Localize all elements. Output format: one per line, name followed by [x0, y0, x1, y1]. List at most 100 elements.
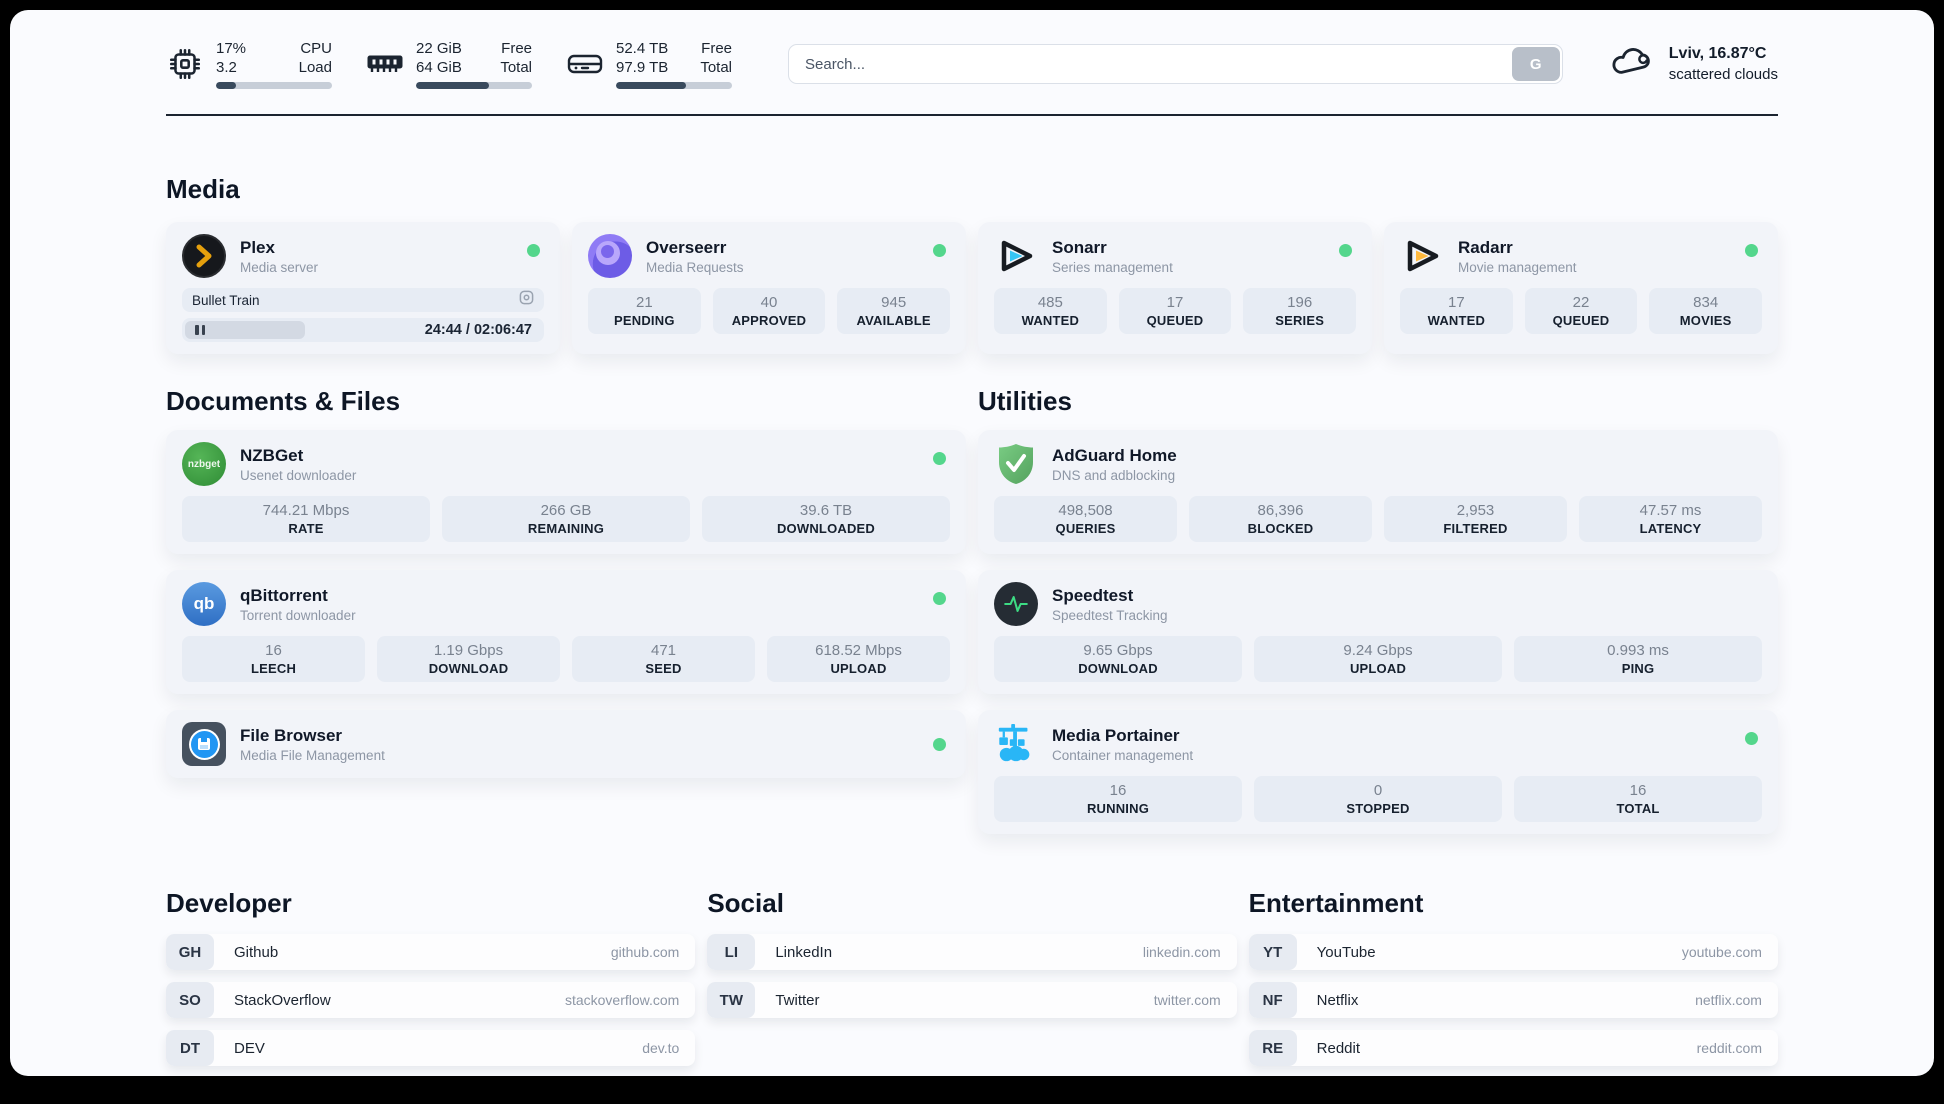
stat-leech: 16 LEECH: [182, 636, 365, 682]
stat-total: 16 TOTAL: [1514, 776, 1762, 822]
cloud-icon: [1609, 45, 1655, 84]
app-card-speedtest[interactable]: Speedtest Speedtest Tracking 9.65 Gbps D…: [978, 570, 1778, 694]
status-online-dot: [933, 592, 946, 605]
bookmark-abbr: LI: [707, 934, 756, 970]
stat-pending: 21 PENDING: [588, 288, 701, 334]
bookmark-group-developer: Developer GH Github github.com SO StackO…: [166, 886, 696, 1066]
bookmark-twitter[interactable]: TW Twitter twitter.com: [707, 982, 1237, 1018]
ram-stat-widget: 22 GiB 64 GiB Free Total: [366, 39, 532, 89]
session-camera-icon[interactable]: [519, 290, 534, 310]
app-subtitle: Media Requests: [646, 259, 744, 275]
status-online-dot: [933, 452, 946, 465]
disk-total-label: Total: [700, 59, 732, 76]
bookmark-netflix[interactable]: NF Netflix netflix.com: [1248, 982, 1778, 1018]
bookmark-reddit[interactable]: RE Reddit reddit.com: [1248, 1030, 1778, 1066]
app-card-overseerr[interactable]: Overseerr Media Requests 21 PENDING 40 A…: [572, 222, 966, 354]
app-name: Radarr: [1458, 237, 1513, 257]
header-divider: [166, 114, 1778, 116]
weather-widget: Lviv, 16.87°C scattered clouds: [1609, 43, 1778, 85]
app-card-filebrowser[interactable]: File Browser Media File Management: [166, 710, 966, 778]
app-name: Sonarr: [1052, 237, 1107, 257]
cpu-usage-value: 17%: [216, 40, 247, 57]
stat-upload: 9.24 Gbps UPLOAD: [1254, 636, 1502, 682]
section-title-utilities: Utilities: [978, 386, 1072, 416]
section-title-media: Media: [166, 174, 240, 204]
cpu-icon: [166, 45, 204, 83]
app-name: AdGuard Home: [1052, 445, 1177, 465]
ram-free-value: 22 GiB: [416, 40, 462, 57]
bookmark-url: dev.to: [642, 1040, 680, 1056]
search-engine-button[interactable]: G: [1511, 47, 1560, 81]
app-card-qbittorrent[interactable]: qb qBittorrent Torrent downloader 16 LEE…: [166, 570, 966, 694]
bookmark-name: Reddit: [1316, 1039, 1361, 1057]
stat-blocked: 86,396 BLOCKED: [1189, 496, 1372, 542]
app-name: File Browser: [240, 725, 343, 745]
app-card-portainer[interactable]: Media Portainer Container management 16 …: [978, 710, 1778, 834]
cpu-load-label: Load: [298, 59, 332, 76]
app-name: Media Portainer: [1052, 725, 1180, 745]
stat-remaining: 266 GB REMAINING: [442, 496, 690, 542]
radarr-icon: [1400, 234, 1444, 278]
app-card-sonarr[interactable]: Sonarr Series management 485 WANTED 17 Q…: [978, 222, 1372, 354]
pause-button[interactable]: [185, 321, 305, 339]
disk-progress-fill: [616, 82, 686, 89]
bookmark-stackoverflow[interactable]: SO StackOverflow stackoverflow.com: [166, 982, 696, 1018]
bookmark-url: github.com: [610, 944, 680, 960]
now-playing-title: Bullet Train: [192, 292, 260, 308]
app-name: Speedtest: [1052, 585, 1134, 605]
bookmark-dev[interactable]: DT DEV dev.to: [166, 1030, 696, 1066]
stat-movies: 834 MOVIES: [1649, 288, 1762, 334]
disk-icon: [566, 45, 604, 83]
ram-icon: [366, 45, 404, 83]
playback-time: 24:44 / 02:06:47: [424, 322, 532, 338]
bookmark-github[interactable]: GH Github github.com: [166, 934, 696, 970]
system-stats: 17% 3.2 CPU Load: [166, 39, 732, 89]
app-subtitle: Media server: [240, 259, 319, 275]
app-card-radarr[interactable]: Radarr Movie management 17 WANTED 22 QUE…: [1384, 222, 1778, 354]
app-card-adguard[interactable]: AdGuard Home DNS and adblocking 498,508 …: [978, 430, 1778, 554]
bookmark-url: linkedin.com: [1142, 944, 1221, 960]
bookmark-youtube[interactable]: YT YouTube youtube.com: [1248, 934, 1778, 970]
top-bar: 17% 3.2 CPU Load: [166, 36, 1778, 92]
cpu-load-value: 3.2: [216, 59, 237, 76]
stat-rate: 744.21 Mbps RATE: [182, 496, 430, 542]
now-playing-row: Bullet Train: [182, 288, 544, 312]
bookmark-name: Twitter: [775, 991, 820, 1009]
stat-series: 196 SERIES: [1243, 288, 1356, 334]
portainer-icon: [994, 722, 1038, 766]
stat-queued: 22 QUEUED: [1524, 288, 1638, 334]
app-card-plex[interactable]: Plex Media server Bullet Train: [166, 222, 560, 354]
stat-latency: 47.57 ms LATENCY: [1579, 496, 1762, 542]
ram-progress-bar: [416, 82, 532, 89]
disk-free-value: 52.4 TB: [616, 40, 669, 57]
search-input[interactable]: [788, 44, 1563, 84]
bookmark-name: StackOverflow: [234, 991, 331, 1009]
app-subtitle: Usenet downloader: [240, 467, 357, 483]
bookmark-group-entertainment: Entertainment YT YouTube youtube.com NF …: [1248, 886, 1778, 1066]
bookmark-linkedin[interactable]: LI LinkedIn linkedin.com: [707, 934, 1237, 970]
status-online-dot: [527, 244, 540, 257]
app-name: qBittorrent: [240, 585, 328, 605]
bookmark-name: YouTube: [1316, 943, 1376, 961]
app-subtitle: Container management: [1052, 747, 1194, 763]
stat-upload: 618.52 Mbps UPLOAD: [767, 636, 950, 682]
dashboard-page: 17% 3.2 CPU Load: [10, 10, 1934, 1076]
status-online-dot: [933, 738, 946, 751]
stat-queries: 498,508 QUERIES: [994, 496, 1177, 542]
stat-queued: 17 QUEUED: [1118, 288, 1232, 334]
app-card-nzbget[interactable]: nzbget NZBGet Usenet downloader 744.21 M…: [166, 430, 966, 554]
qbittorrent-icon: qb: [182, 582, 226, 626]
bookmark-url: youtube.com: [1681, 944, 1762, 960]
stat-available: 945 AVAILABLE: [837, 288, 950, 334]
bookmark-abbr: YT: [1248, 934, 1297, 970]
ram-free-label: Free: [501, 40, 532, 57]
stat-ping: 0.993 ms PING: [1514, 636, 1762, 682]
bookmark-url: netflix.com: [1695, 992, 1762, 1008]
ram-progress-fill: [416, 82, 490, 89]
stat-seed: 471 SEED: [572, 636, 755, 682]
speedtest-icon: [994, 582, 1038, 626]
stat-running: 16 RUNNING: [994, 776, 1242, 822]
stat-download: 1.19 Gbps DOWNLOAD: [377, 636, 560, 682]
plex-icon: [182, 234, 226, 278]
bookmark-abbr: SO: [166, 982, 214, 1018]
